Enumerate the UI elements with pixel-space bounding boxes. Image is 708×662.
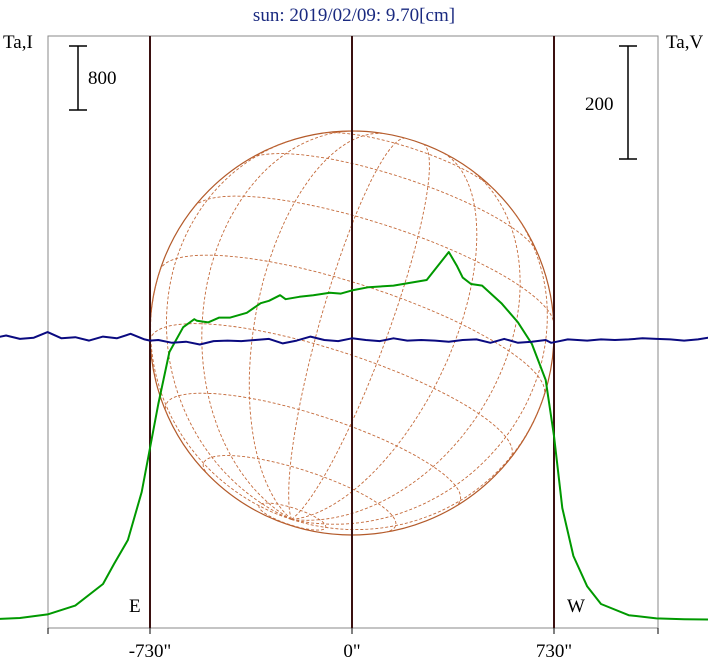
parallel-line: [149, 323, 513, 458]
x-tick-label: -730": [129, 641, 172, 662]
meridian-line: [201, 130, 357, 520]
meridian-line: [291, 395, 545, 531]
parallel-line: [322, 132, 494, 190]
left-scale-bar: 800: [69, 45, 117, 111]
left-axis-label: Ta,I: [3, 32, 33, 53]
right-scale-bar: 200: [585, 45, 637, 160]
limb-lines: [149, 36, 555, 628]
meridian-line: [288, 137, 406, 520]
x-axis: -1460"-730"0"730"1460": [47, 628, 659, 662]
parallel-line: [165, 392, 462, 508]
series-ta-v-line: [0, 331, 708, 346]
left-scale-bar-label: 800: [88, 68, 117, 89]
parallel-line: [194, 195, 555, 324]
x-tick-label: 0": [343, 641, 360, 662]
right-axis-label: Ta,V: [666, 32, 703, 53]
chart-title: sun: 2019/02/09: 9.70[cm]: [253, 5, 455, 26]
east-limb-label: E: [129, 596, 141, 617]
meridian-line: [291, 166, 521, 521]
meridian-line: [248, 132, 385, 520]
series-ta-i-line: [0, 251, 708, 621]
meridian-line: [150, 270, 292, 520]
series-layer: [0, 251, 708, 621]
parallel-line: [202, 455, 397, 533]
meridian-line: [291, 212, 548, 525]
parallel-line: [258, 502, 327, 531]
west-limb-label: W: [567, 596, 585, 617]
x-tick-label: 730": [536, 641, 572, 662]
right-scale-bar-label: 200: [585, 94, 614, 115]
meridian-line: [291, 143, 430, 520]
meridian-line: [291, 152, 478, 520]
meridian-line: [166, 139, 292, 520]
